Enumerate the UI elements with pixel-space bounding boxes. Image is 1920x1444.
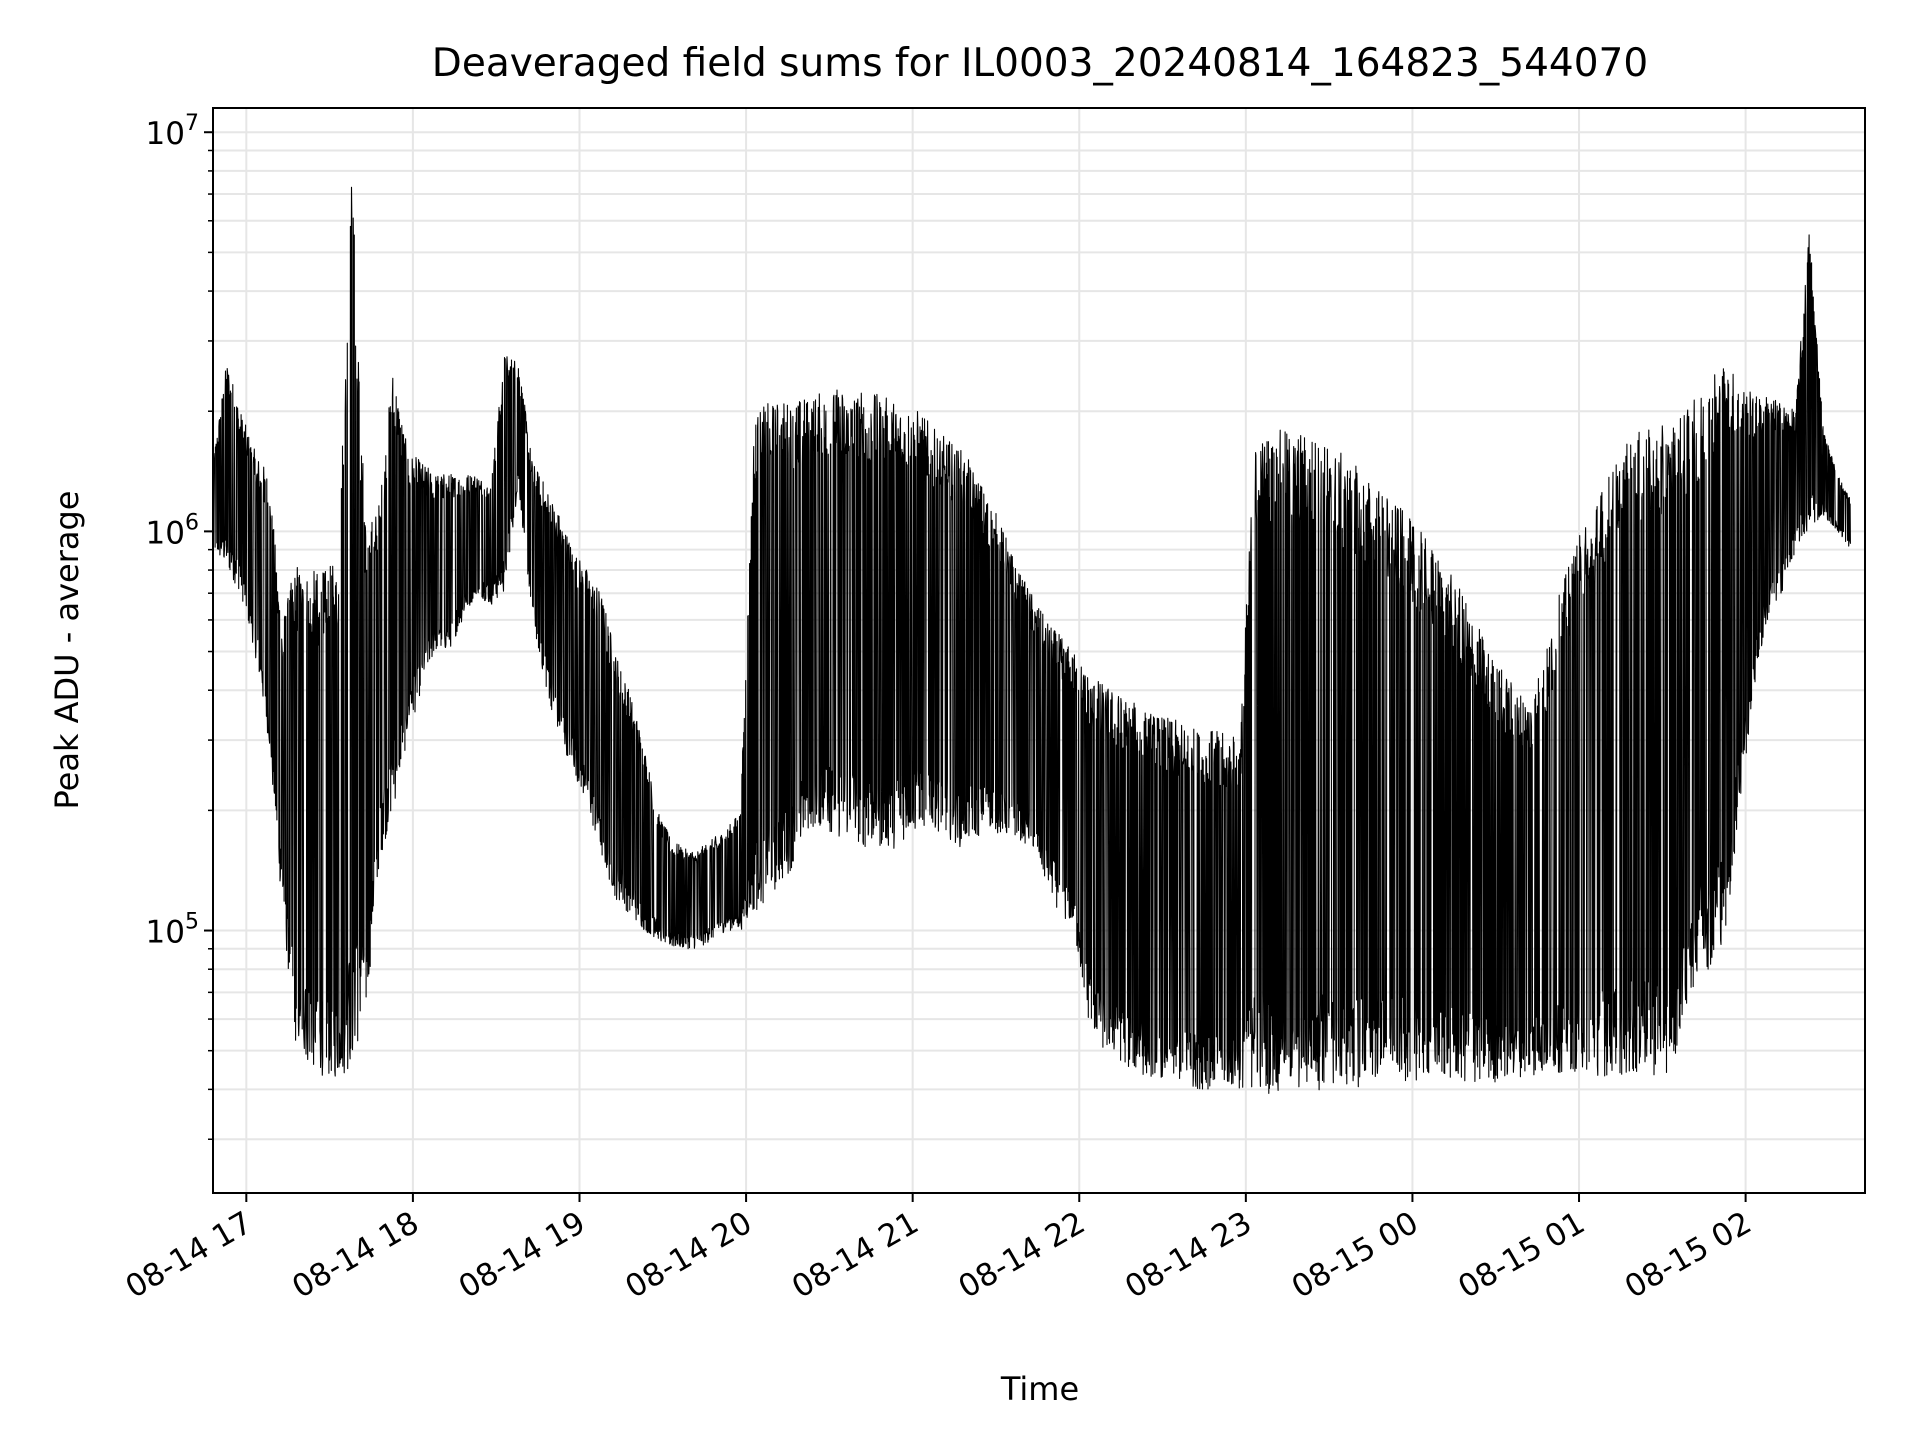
y-axis-label: Peak ADU - average (48, 491, 86, 810)
x-tick-label: 08-15 01 (1452, 1205, 1591, 1306)
x-tick-label: 08-14 17 (120, 1205, 259, 1306)
chart-title: Deaveraged field sums for IL0003_2024081… (432, 41, 1648, 86)
x-tick-label: 08-15 02 (1619, 1205, 1758, 1306)
y-tick-label: 106 (146, 510, 199, 551)
x-axis-label: Time (1000, 1370, 1079, 1408)
y-tick-label: 105 (146, 910, 199, 951)
x-tick-label: 08-14 22 (953, 1205, 1092, 1306)
x-tick-label: 08-14 20 (619, 1205, 758, 1306)
series-line (212, 186, 1852, 1094)
y-axis-ticks: 105 106 107 (146, 111, 213, 1140)
x-axis-ticks: 08-14 17 08-14 18 08-14 19 08-14 20 08-14 21… (120, 1193, 1758, 1306)
y-tick-label: 107 (146, 111, 199, 152)
x-tick-label: 08-14 21 (786, 1205, 925, 1306)
x-tick-label: 08-14 19 (453, 1205, 592, 1306)
axes-frame (212, 107, 1866, 1194)
plot-area (212, 186, 1852, 1094)
x-tick-label: 08-14 18 (286, 1205, 425, 1306)
x-tick-label: 08-15 00 (1286, 1205, 1425, 1306)
x-tick-label: 08-14 23 (1119, 1205, 1258, 1306)
